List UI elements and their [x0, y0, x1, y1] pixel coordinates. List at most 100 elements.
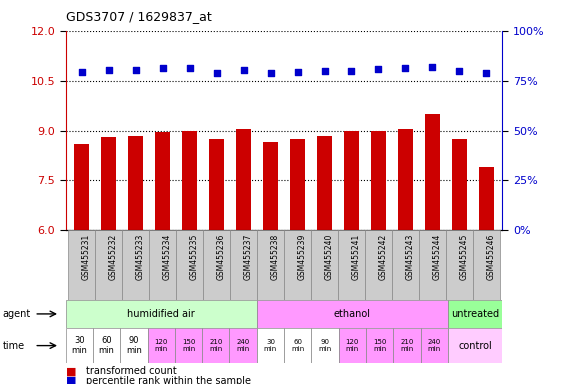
Bar	[209, 139, 224, 230]
Text: GSM455243: GSM455243	[405, 234, 415, 280]
FancyBboxPatch shape	[448, 328, 502, 363]
Point	[158, 65, 167, 71]
Bar	[74, 144, 89, 230]
Text: GSM455241: GSM455241	[352, 234, 360, 280]
Bar	[128, 136, 143, 230]
FancyBboxPatch shape	[284, 328, 311, 363]
FancyBboxPatch shape	[393, 328, 421, 363]
Text: GSM455236: GSM455236	[216, 234, 226, 280]
Text: 210
min: 210 min	[400, 339, 413, 352]
FancyBboxPatch shape	[66, 300, 257, 328]
Text: agent: agent	[3, 309, 31, 319]
Text: 240
min: 240 min	[236, 339, 250, 352]
Text: GSM455245: GSM455245	[459, 234, 468, 280]
Text: 210
min: 210 min	[209, 339, 223, 352]
Bar	[263, 142, 278, 230]
Text: GDS3707 / 1629837_at: GDS3707 / 1629837_at	[66, 10, 211, 23]
Text: GSM455239: GSM455239	[297, 234, 307, 280]
Text: 120
min: 120 min	[155, 339, 168, 352]
Bar	[236, 129, 251, 230]
Text: control: control	[459, 341, 492, 351]
Point	[185, 65, 194, 71]
FancyBboxPatch shape	[257, 300, 448, 328]
FancyBboxPatch shape	[421, 328, 448, 363]
Point	[266, 70, 275, 76]
Text: GSM455242: GSM455242	[379, 234, 388, 280]
Text: ■: ■	[66, 366, 76, 376]
FancyBboxPatch shape	[338, 230, 365, 300]
Text: GSM455235: GSM455235	[190, 234, 199, 280]
Text: GSM455232: GSM455232	[109, 234, 118, 280]
Text: 90
min: 90 min	[126, 336, 142, 355]
FancyBboxPatch shape	[176, 230, 203, 300]
Text: 240
min: 240 min	[428, 339, 441, 352]
FancyBboxPatch shape	[95, 230, 122, 300]
Point	[455, 68, 464, 74]
FancyBboxPatch shape	[69, 230, 95, 300]
Point	[428, 64, 437, 70]
Text: GSM455240: GSM455240	[324, 234, 333, 280]
Text: untreated: untreated	[451, 309, 499, 319]
Point	[374, 66, 383, 72]
Bar	[290, 139, 305, 230]
FancyBboxPatch shape	[284, 230, 311, 300]
Text: 150
min: 150 min	[373, 339, 387, 352]
FancyBboxPatch shape	[448, 300, 502, 328]
Point	[293, 69, 302, 75]
FancyBboxPatch shape	[149, 230, 176, 300]
FancyBboxPatch shape	[311, 328, 339, 363]
Text: GSM455237: GSM455237	[244, 234, 252, 280]
Point	[212, 70, 221, 76]
Text: humidified air: humidified air	[127, 309, 195, 319]
FancyBboxPatch shape	[366, 328, 393, 363]
FancyBboxPatch shape	[230, 230, 257, 300]
FancyBboxPatch shape	[66, 328, 93, 363]
Text: transformed count: transformed count	[86, 366, 176, 376]
FancyBboxPatch shape	[120, 328, 147, 363]
Text: 30
min: 30 min	[71, 336, 87, 355]
Point	[131, 67, 140, 73]
Text: GSM455231: GSM455231	[82, 234, 91, 280]
Text: percentile rank within the sample: percentile rank within the sample	[86, 376, 251, 384]
Bar	[102, 137, 116, 230]
Text: GSM455246: GSM455246	[486, 234, 495, 280]
Text: 60
min: 60 min	[99, 336, 115, 355]
FancyBboxPatch shape	[257, 328, 284, 363]
Point	[347, 68, 356, 74]
FancyBboxPatch shape	[339, 328, 366, 363]
FancyBboxPatch shape	[122, 230, 149, 300]
FancyBboxPatch shape	[311, 230, 338, 300]
FancyBboxPatch shape	[473, 230, 500, 300]
FancyBboxPatch shape	[147, 328, 175, 363]
Text: 150
min: 150 min	[182, 339, 195, 352]
Bar	[182, 131, 197, 230]
FancyBboxPatch shape	[365, 230, 392, 300]
FancyBboxPatch shape	[202, 328, 230, 363]
Bar	[155, 132, 170, 230]
Text: 90
min: 90 min	[319, 339, 332, 352]
Bar	[371, 131, 386, 230]
Point	[482, 70, 491, 76]
Bar	[344, 131, 359, 230]
FancyBboxPatch shape	[93, 328, 120, 363]
FancyBboxPatch shape	[446, 230, 473, 300]
Point	[77, 69, 86, 75]
FancyBboxPatch shape	[175, 328, 202, 363]
Text: ■: ■	[66, 376, 76, 384]
Text: GSM455244: GSM455244	[432, 234, 441, 280]
Bar	[317, 136, 332, 230]
Text: GSM455233: GSM455233	[136, 234, 145, 280]
Bar	[398, 129, 413, 230]
Bar	[479, 167, 494, 230]
FancyBboxPatch shape	[392, 230, 419, 300]
Point	[239, 67, 248, 73]
FancyBboxPatch shape	[230, 328, 257, 363]
Text: 120
min: 120 min	[345, 339, 359, 352]
Point	[104, 67, 114, 73]
Text: 60
min: 60 min	[291, 339, 304, 352]
Text: GSM455238: GSM455238	[271, 234, 280, 280]
Point	[320, 68, 329, 74]
Text: ethanol: ethanol	[334, 309, 371, 319]
Text: 30
min: 30 min	[264, 339, 277, 352]
FancyBboxPatch shape	[203, 230, 230, 300]
